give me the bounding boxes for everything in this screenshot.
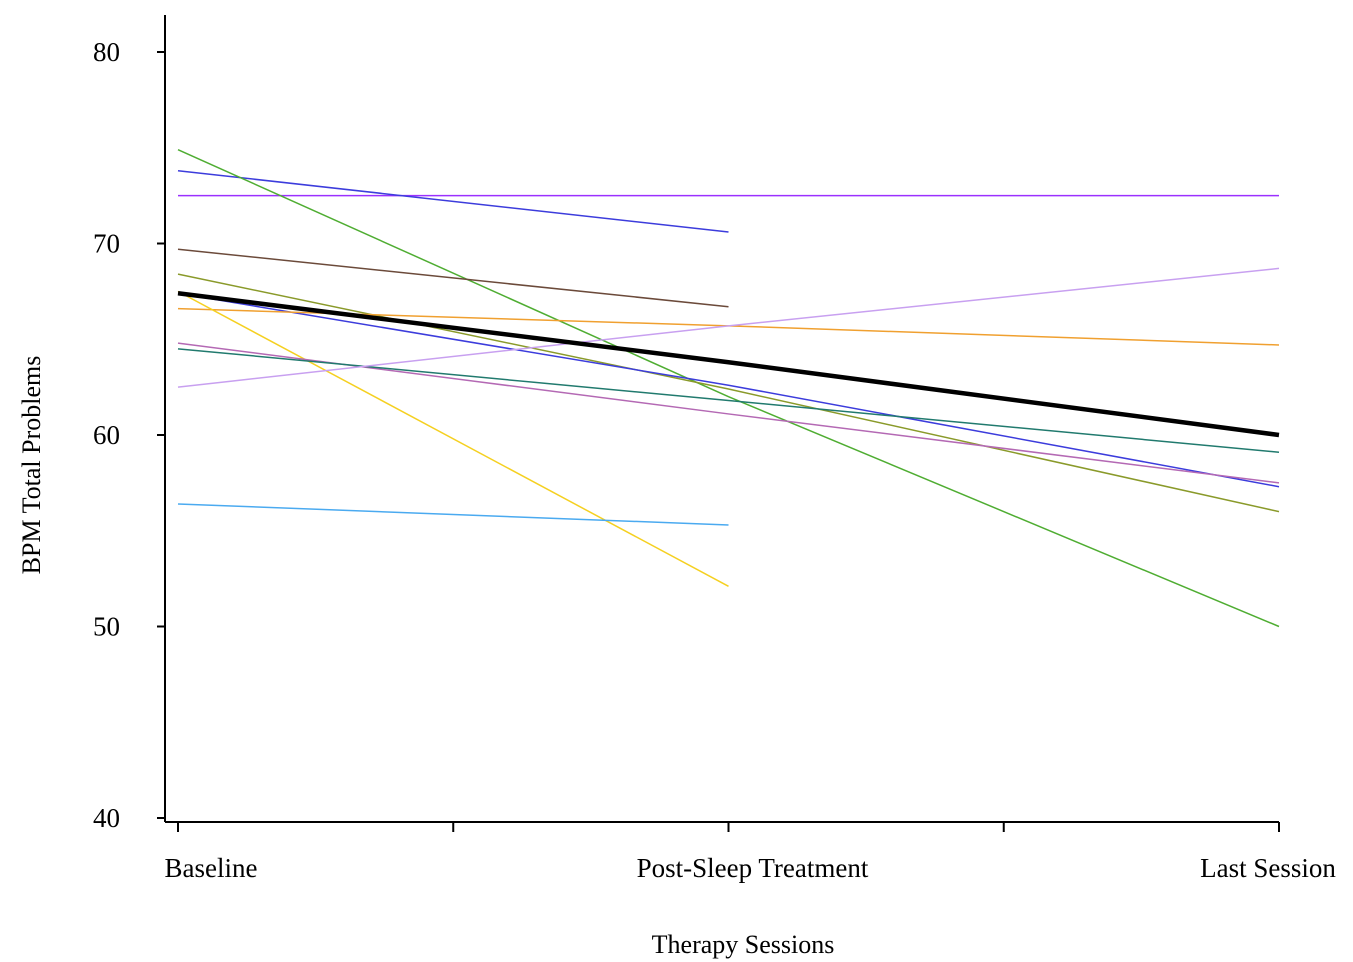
series-line-2 <box>177 169 729 233</box>
series-line-12 <box>177 503 729 526</box>
series-line-11 <box>177 267 1280 388</box>
series-line-3 <box>177 148 1280 628</box>
series-line-8 <box>177 290 729 587</box>
y-tick-label: 60 <box>93 420 120 450</box>
y-axis-title: BPM Total Problems <box>17 356 46 575</box>
x-tick-label: Post-Sleep Treatment <box>637 853 869 883</box>
series-layer <box>177 148 1280 628</box>
series-line-6 <box>177 292 1280 488</box>
y-tick-label: 50 <box>93 612 120 642</box>
x-tick-label: Baseline <box>165 853 258 883</box>
axes <box>157 15 1280 832</box>
y-tick-label: 80 <box>93 37 120 67</box>
series-line-5 <box>177 273 1280 513</box>
series-line-4 <box>177 248 729 308</box>
y-tick-label: 40 <box>93 803 120 833</box>
y-tick-label: 70 <box>93 229 120 259</box>
series-line-13 <box>177 291 1280 438</box>
labels: 40 50 60 70 80 Baseline Post-Sleep Treatment La… <box>17 37 1336 959</box>
x-tick-label: Last Session <box>1200 853 1336 883</box>
x-axis-title: Therapy Sessions <box>652 930 835 959</box>
